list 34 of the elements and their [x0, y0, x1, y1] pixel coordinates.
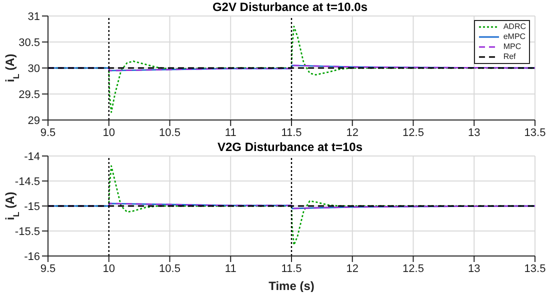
y-tick-label: 31: [28, 10, 40, 23]
legend-label: Ref: [503, 52, 516, 62]
x-tick-label: 11.5: [281, 262, 302, 275]
y-tick-label: -14: [24, 150, 40, 163]
x-tick-label: 10.5: [159, 126, 180, 139]
x-tick-label: 11.5: [281, 126, 302, 139]
chart-title: V2G Disturbance at t=10s: [217, 140, 363, 154]
legend-label: MPC: [503, 42, 522, 52]
legend-label: eMPC: [503, 32, 526, 42]
x-tick-label: 11: [224, 126, 236, 139]
chart-title: G2V Disturbance at t=10.0s: [212, 0, 368, 14]
x-tick-label: 12: [346, 262, 358, 275]
x-tick-label: 10.5: [159, 262, 180, 275]
x-tick-label: 10: [102, 262, 115, 275]
y-tick-label: 30: [28, 62, 40, 75]
x-tick-label: 11: [224, 262, 236, 275]
y-tick-label: 29.5: [18, 88, 40, 101]
x-tick-label: 13: [468, 262, 480, 275]
x-tick-label: 12: [346, 126, 358, 139]
x-tick-label: 12.5: [402, 126, 424, 139]
x-tick-label: 13: [468, 126, 480, 139]
y-tick-label: -15.5: [14, 226, 40, 238]
x-tick-label: 13.5: [524, 126, 546, 139]
x-tick-label: 10: [102, 126, 115, 139]
y-tick-label: 29: [28, 114, 40, 127]
y-tick-label: -16: [24, 250, 40, 263]
legend-label: ADRC: [503, 22, 526, 32]
x-tick-label: 9.5: [40, 126, 56, 139]
y-tick-label: -15: [24, 200, 40, 213]
x-tick-label: 12.5: [402, 262, 424, 275]
x-tick-label: 13.5: [524, 262, 546, 275]
y-tick-label: -14.5: [14, 176, 40, 188]
x-tick-label: 9.5: [40, 262, 56, 275]
y-tick-label: 30.5: [18, 36, 40, 49]
